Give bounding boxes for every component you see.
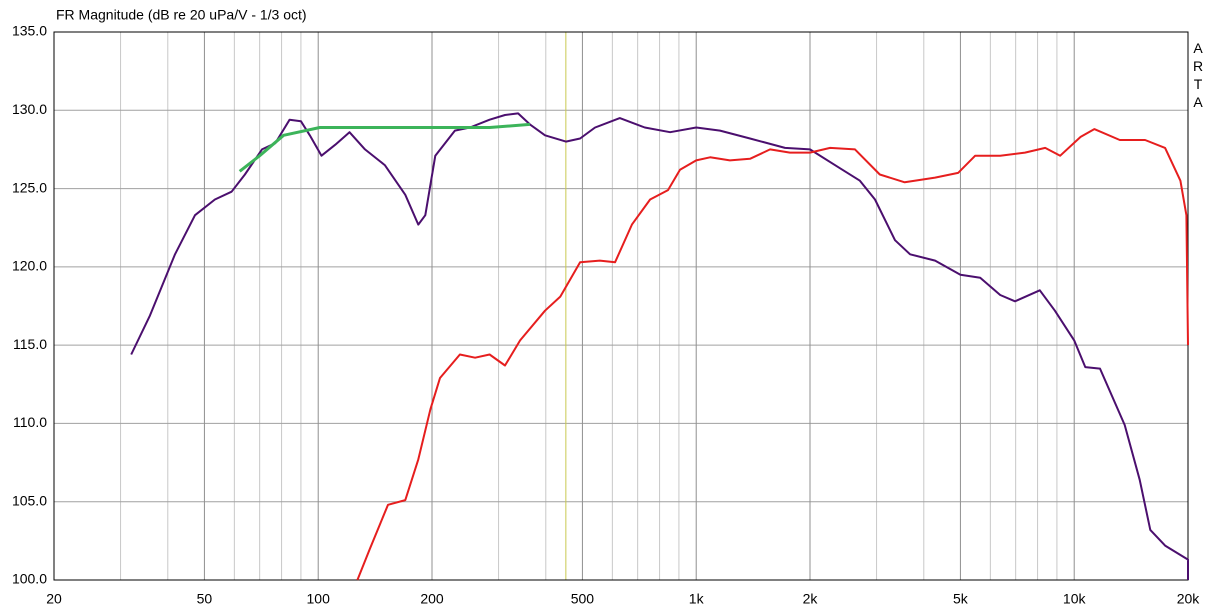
x-tick-label: 500	[571, 591, 595, 607]
y-tick-label: 120.0	[12, 258, 47, 274]
y-tick-label: 110.0	[13, 414, 47, 430]
y-tick-label: 135.0	[12, 23, 47, 39]
x-tick-label: 20	[46, 591, 62, 607]
y-tick-label: 105.0	[12, 492, 47, 508]
x-tick-label: 200	[420, 591, 444, 607]
y-tick-label: 125.0	[12, 179, 47, 195]
x-tick-label: 50	[197, 591, 213, 607]
x-tick-label: 5k	[953, 591, 969, 607]
series-line	[356, 128, 1189, 581]
y-tick-label: 100.0	[12, 571, 47, 587]
side-label: ARTA	[1190, 40, 1206, 112]
y-tick-label: 130.0	[12, 101, 47, 117]
series-line	[130, 112, 1189, 580]
chart-title: FR Magnitude (dB re 20 uPa/V - 1/3 oct)	[56, 7, 307, 23]
x-tick-label: 20k	[1177, 591, 1201, 607]
x-tick-label: 100	[307, 591, 331, 607]
series-line	[238, 122, 531, 173]
x-tick-label: 1k	[689, 591, 705, 607]
y-tick-label: 115.0	[13, 336, 47, 352]
x-tick-label: 10k	[1063, 591, 1087, 607]
x-tick-label: 2k	[803, 591, 819, 607]
